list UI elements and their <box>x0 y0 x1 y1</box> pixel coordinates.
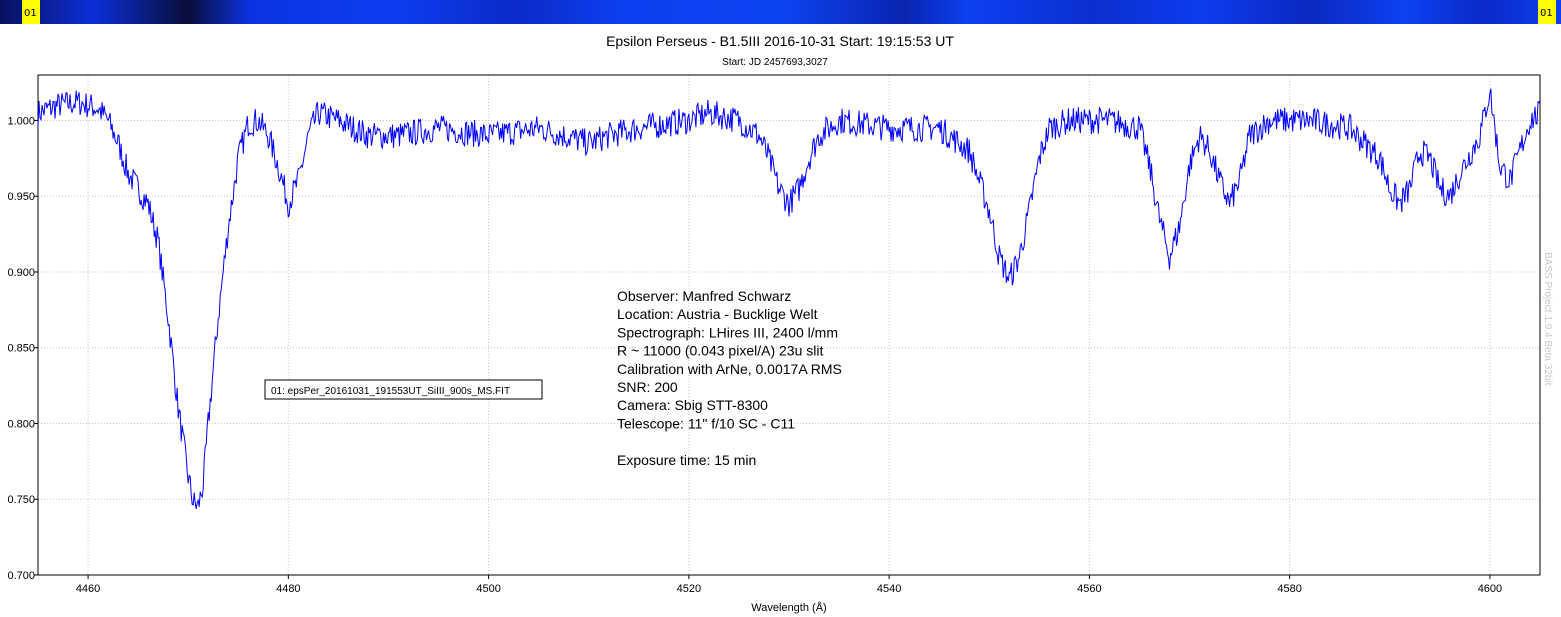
legend-box <box>264 379 543 400</box>
y-tick-label: 0.850 <box>7 343 35 355</box>
y-tick-label: 0.950 <box>7 191 35 203</box>
info-line: R ~ 11000 (0.043 pixel/A) 23u slit <box>617 343 823 359</box>
x-tick-label: 4600 <box>1478 583 1502 595</box>
spectrum-band: 01 01 <box>0 0 1561 24</box>
x-tick-label: 4560 <box>1077 583 1101 595</box>
y-tick-label: 0.750 <box>7 494 35 506</box>
plot-frame <box>37 74 1541 576</box>
x-tick-label: 4500 <box>476 583 500 595</box>
badge-right <box>1538 0 1556 24</box>
info-line: Telescope: 11" f/10 SC - C11 <box>617 415 795 431</box>
observation-info: Observer: Manfred Schwarz Location: Austr… <box>617 288 842 468</box>
badge-left <box>22 0 40 24</box>
y-axis-ticks: 0.700 0.750 0.800 0.850 0.900 0.950 1.000 <box>7 115 38 582</box>
x-tick-label: 4460 <box>76 583 100 595</box>
info-line: Observer: Manfred Schwarz <box>617 288 791 304</box>
series-line <box>37 88 1541 510</box>
x-tick-label: 4540 <box>877 583 901 595</box>
badge-left-label: 01 <box>24 8 37 19</box>
info-line: Spectrograph: LHires III, 2400 l/mm <box>617 324 838 340</box>
x-axis-label: Wavelength (Å) <box>751 601 826 614</box>
info-line: Exposure time: 15 min <box>617 452 756 468</box>
chart-subtitle: Start: JD 2457693,3027 <box>722 57 828 68</box>
x-axis-ticks: 4460 4480 4500 4520 4540 4560 4580 4600 <box>76 575 1502 595</box>
x-tick-label: 4520 <box>677 583 701 595</box>
info-line: SNR: 200 <box>617 379 678 395</box>
legend-label: 01: epsPer_20161031_191553UT_SiIII_900s_… <box>271 386 510 397</box>
badge-right-label: 01 <box>1540 8 1553 19</box>
y-tick-label: 0.700 <box>7 570 35 582</box>
y-tick-label: 0.800 <box>7 418 35 430</box>
spectrum-band-strip <box>0 0 1561 24</box>
watermark: BASS Project 1.9.4 Beta 32bit <box>1542 252 1553 386</box>
legend: 01: epsPer_20161031_191553UT_SiIII_900s_… <box>264 379 543 400</box>
info-line: Camera: Sbig STT-8300 <box>617 397 768 413</box>
y-tick-label: 1.000 <box>7 115 35 127</box>
chart-title: Epsilon Perseus - B1.5III 2016-10-31 Sta… <box>606 33 954 49</box>
info-line: Location: Austria - Bucklige Welt <box>617 306 818 322</box>
x-tick-label: 4580 <box>1277 583 1301 595</box>
x-tick-label: 4480 <box>276 583 300 595</box>
info-line: Calibration with ArNe, 0.0017A RMS <box>617 361 842 377</box>
y-tick-label: 0.900 <box>7 267 35 279</box>
